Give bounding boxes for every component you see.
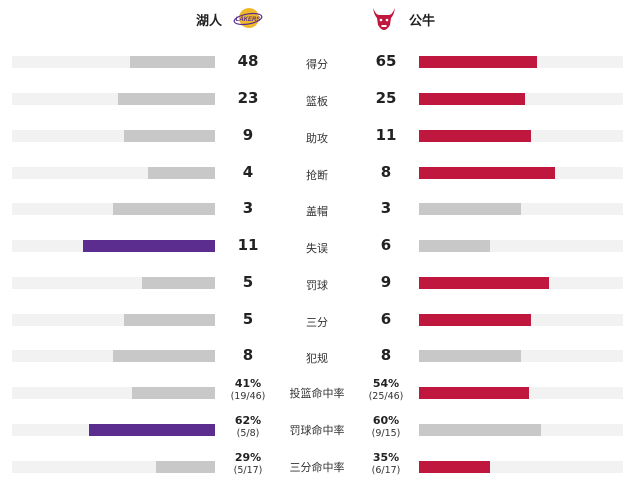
away-stat-detail: (9/15) <box>371 428 401 439</box>
stat-row: 62% 60% (5/8) (9/15) 罚球命中率 <box>0 414 640 445</box>
stat-label: 得分 <box>306 58 328 71</box>
away-stat-bar <box>419 314 531 326</box>
svg-text:LAKERS: LAKERS <box>236 17 261 23</box>
home-stat-bar <box>113 203 215 215</box>
stat-row: 41% 54% (19/46) (25/46) 投篮命中率 <box>0 377 640 408</box>
away-team-name: 公牛 <box>409 14 436 29</box>
stat-row: 5 6 三分 <box>0 305 640 335</box>
away-stat-value: 3 <box>380 199 392 217</box>
lakers-logo-icon: LAKERS <box>233 8 263 28</box>
away-stat-bar <box>419 167 555 179</box>
home-stat-value: 3 <box>242 199 254 217</box>
home-stat-value: 8 <box>242 346 254 364</box>
stat-row: 8 8 犯规 <box>0 341 640 371</box>
stat-label: 罚球命中率 <box>289 424 345 437</box>
stat-row: 23 25 篮板 <box>0 84 640 114</box>
home-team-name: 湖人 <box>196 14 223 29</box>
home-stat-value: 29% <box>234 451 262 464</box>
stat-label: 助攻 <box>306 132 328 145</box>
stat-row: 11 6 失误 <box>0 231 640 261</box>
away-stat-bar <box>419 424 541 436</box>
stat-label: 三分 <box>306 316 328 329</box>
stat-label: 罚球 <box>306 279 328 292</box>
stat-label: 犯规 <box>306 352 328 365</box>
home-stat-bar <box>83 240 215 252</box>
away-stat-bar <box>419 350 521 362</box>
away-stat-value: 60% <box>372 414 400 427</box>
stat-label: 投篮命中率 <box>289 387 345 400</box>
home-stat-value: 5 <box>242 310 254 328</box>
home-stat-value: 48 <box>237 52 259 70</box>
home-stat-value: 5 <box>242 273 254 291</box>
stat-row: 5 9 罚球 <box>0 268 640 298</box>
home-stat-value: 4 <box>242 163 254 181</box>
away-stat-value: 25 <box>375 89 397 107</box>
stat-row: 9 11 助攻 <box>0 121 640 151</box>
away-stat-bar <box>419 56 537 68</box>
home-stat-bar <box>130 56 215 68</box>
home-stat-value: 23 <box>237 89 259 107</box>
away-stat-detail: (25/46) <box>368 391 404 402</box>
away-stat-value: 6 <box>380 310 392 328</box>
away-stat-value: 8 <box>380 346 392 364</box>
stat-label: 篮板 <box>306 95 328 108</box>
home-stat-value: 9 <box>242 126 254 144</box>
away-stat-detail: (6/17) <box>371 465 401 476</box>
home-stat-bar <box>124 314 215 326</box>
away-stat-bar <box>419 130 531 142</box>
teams-header: 湖人 LAKERS 公牛 <box>0 0 640 40</box>
stat-label: 失误 <box>306 242 328 255</box>
stat-row: 48 65 得分 <box>0 47 640 77</box>
away-stat-value: 11 <box>375 126 397 144</box>
home-stat-bar <box>118 93 215 105</box>
stat-label: 抢断 <box>306 169 328 182</box>
home-stat-bar <box>89 424 215 436</box>
away-stat-bar <box>419 277 549 289</box>
away-stat-bar <box>419 240 490 252</box>
away-stat-bar <box>419 461 490 473</box>
home-stat-detail: (5/17) <box>233 465 263 476</box>
away-stat-bar <box>419 387 529 399</box>
bulls-logo-icon <box>373 8 395 30</box>
stat-label: 盖帽 <box>306 205 328 218</box>
home-stat-bar <box>113 350 215 362</box>
away-stat-value: 9 <box>380 273 392 291</box>
home-stat-detail: (19/46) <box>230 391 266 402</box>
away-stat-value: 54% <box>372 377 400 390</box>
stat-row: 4 8 抢断 <box>0 158 640 188</box>
stat-label: 三分命中率 <box>289 461 345 474</box>
home-stat-value: 41% <box>234 377 262 390</box>
away-stat-bar <box>419 203 521 215</box>
away-stat-value: 35% <box>372 451 400 464</box>
stat-row: 29% 35% (5/17) (6/17) 三分命中率 <box>0 451 640 482</box>
home-stat-bar <box>156 461 215 473</box>
away-stat-value: 8 <box>380 163 392 181</box>
home-stat-value: 11 <box>237 236 259 254</box>
away-stat-bar <box>419 93 525 105</box>
home-stat-bar <box>132 387 215 399</box>
home-stat-bar <box>142 277 215 289</box>
home-stat-value: 62% <box>234 414 262 427</box>
home-stat-bar <box>148 167 215 179</box>
home-stat-bar <box>124 130 215 142</box>
home-stat-detail: (5/8) <box>236 428 260 439</box>
stat-row: 3 3 盖帽 <box>0 194 640 224</box>
away-stat-value: 65 <box>375 52 397 70</box>
away-stat-value: 6 <box>380 236 392 254</box>
